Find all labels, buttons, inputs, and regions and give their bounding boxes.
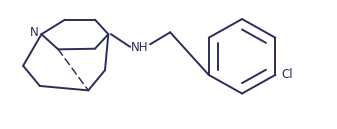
Text: NH: NH: [131, 41, 149, 54]
Text: Cl: Cl: [281, 68, 293, 81]
Text: N: N: [30, 26, 38, 39]
